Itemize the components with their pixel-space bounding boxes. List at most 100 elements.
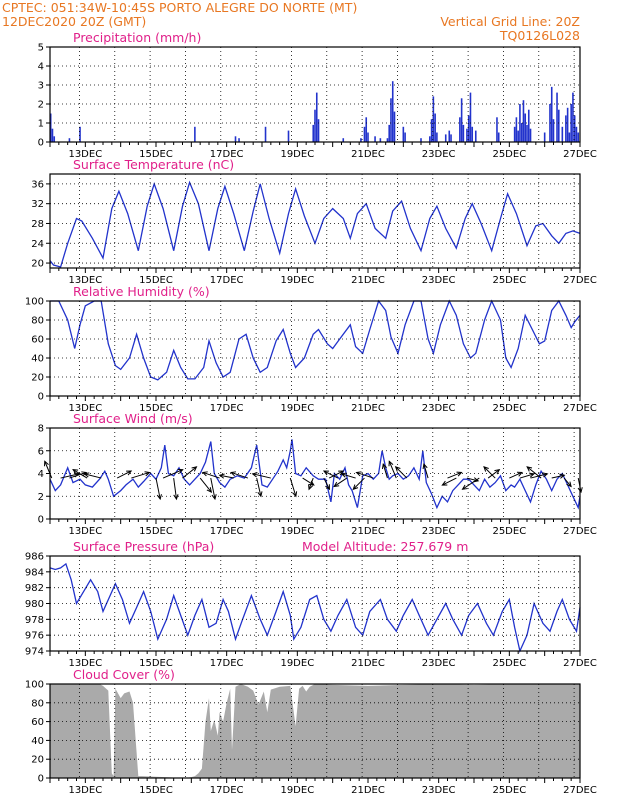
wind-arrow — [462, 477, 480, 490]
wind-arrow — [302, 477, 315, 486]
precip-bar — [388, 124, 390, 142]
wind-arrow — [72, 469, 88, 479]
precip-bar — [462, 124, 465, 142]
precip-bar — [570, 104, 572, 142]
precip-bar — [432, 96, 435, 142]
y-tick-label: 40 — [31, 354, 44, 365]
precip-bar — [522, 100, 525, 142]
precip-bar — [315, 92, 318, 142]
y-tick-label: 3 — [38, 81, 44, 92]
wind-arrow — [210, 477, 216, 500]
x-tick-label: 19DEC — [280, 785, 314, 796]
y-tick-label: 0 — [38, 774, 44, 785]
header-model-id: TQ0126L028 — [499, 28, 580, 43]
x-tick-label: 23DEC — [422, 403, 456, 414]
x-tick-label: 15DEC — [139, 526, 173, 537]
y-tick-label: 36 — [31, 179, 44, 190]
y-tick-label: 0 — [38, 138, 44, 149]
precip-bar — [549, 104, 551, 142]
x-tick-label: 15DEC — [139, 658, 173, 669]
precip-bar — [374, 136, 376, 142]
wind-arrow — [252, 473, 271, 479]
precip-bar — [448, 130, 451, 142]
model-altitude-label: Model Altitude: 257.679 m — [302, 539, 468, 554]
precip-bar — [520, 123, 523, 142]
wind-arrow — [382, 463, 388, 479]
precip-bar — [519, 104, 521, 142]
x-tick-label: 19DEC — [280, 658, 314, 669]
precip-bar — [568, 132, 571, 142]
wind-arrow — [328, 470, 344, 479]
precip-bar — [194, 126, 196, 142]
x-tick-label: 23DEC — [422, 658, 456, 669]
wind-arrow — [69, 471, 87, 479]
wind-arrow — [447, 471, 462, 479]
precip-bar — [312, 124, 315, 142]
precip-bar — [264, 126, 267, 142]
x-tick-label: 13DEC — [68, 658, 102, 669]
precip-bar — [575, 126, 578, 142]
precip-bar — [526, 124, 528, 142]
precip-bar — [496, 117, 498, 142]
wind-arrow-head — [381, 462, 387, 470]
y-tick-label: 980 — [25, 599, 44, 610]
panel-humidity: Relative Humidity (%) 0 20 40 60 80 100 13DEC 15… — [25, 284, 597, 414]
wind-arrow-head — [308, 484, 313, 491]
precip-bar — [360, 138, 362, 142]
precip-bar — [365, 117, 368, 142]
wind-arrow — [289, 477, 297, 497]
precip-bar — [524, 113, 527, 142]
precip-bar — [314, 109, 316, 142]
y-tick-label: 2 — [38, 492, 44, 503]
x-tick-label: 23DEC — [422, 785, 456, 796]
wind-arrow-head — [126, 470, 133, 476]
precip-bar — [529, 128, 532, 142]
wind-arrow-head — [144, 471, 151, 477]
precip-bar — [444, 134, 447, 142]
wind-arrow-head — [542, 472, 549, 478]
wind-arrow — [563, 477, 572, 487]
x-tick-label: 13DEC — [68, 149, 102, 160]
x-tick-label: 25DEC — [492, 526, 526, 537]
y-tick-label: 5 — [38, 43, 44, 54]
wind-arrow — [352, 477, 365, 490]
wind-arrow-head — [461, 484, 468, 490]
x-tick-label: 27DEC — [563, 785, 597, 796]
precip-bar — [550, 86, 553, 142]
wind-arrow — [483, 466, 496, 479]
wind-arrow — [308, 477, 314, 490]
wind-arrow-head — [191, 466, 198, 472]
precip-bar — [429, 136, 431, 142]
y-tick-label: 24 — [31, 239, 44, 250]
wind-arrow — [116, 470, 132, 479]
x-tick-label: 23DEC — [422, 275, 456, 286]
wind-arrow — [182, 466, 197, 479]
x-tick-label: 21DEC — [351, 275, 385, 286]
x-tick-label: 27DEC — [563, 149, 597, 160]
wind-arrow-head — [201, 471, 208, 477]
wind-arrow — [155, 477, 161, 500]
y-tick-label: 982 — [25, 583, 44, 594]
y-tick-label: 984 — [25, 567, 44, 578]
precip-bar — [513, 126, 516, 142]
x-tick-label: 27DEC — [563, 658, 597, 669]
precip-bar — [497, 132, 500, 142]
x-tick-label: 23DEC — [422, 149, 456, 160]
x-tick-label: 15DEC — [139, 275, 173, 286]
wind-arrow — [230, 471, 249, 479]
x-tick-label: 21DEC — [351, 785, 385, 796]
x-tick-label: 13DEC — [68, 526, 102, 537]
x-tick-label: 13DEC — [68, 403, 102, 414]
header-datetime: 12DEC2020 20Z (GMT) — [2, 14, 146, 29]
y-tick-label: 4 — [38, 62, 44, 73]
precip-bar — [552, 119, 555, 142]
wind-arrow — [323, 477, 330, 490]
precip-bar — [49, 113, 52, 142]
wind-arrow-head — [577, 487, 583, 494]
meteogram-panels: Precipitation (mm/h) 0 1 2 3 4 5 13DEC 15DEC 17DE… — [25, 30, 597, 796]
wind-arrow-head — [257, 491, 263, 498]
panel-temperature: Surface Temperature (nC) 20 24 28 32 36 13DEC 1… — [31, 157, 597, 286]
y-tick-label: 28 — [31, 219, 44, 230]
wind-arrow-head — [177, 468, 184, 474]
x-tick-label: 23DEC — [422, 526, 456, 537]
